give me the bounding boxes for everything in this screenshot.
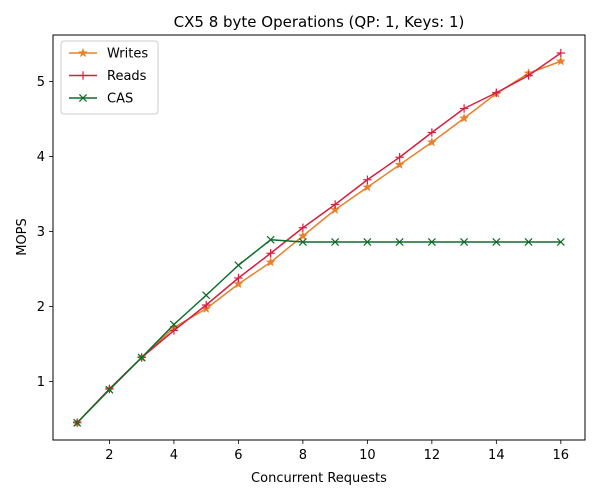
data-point-writes <box>427 137 437 147</box>
data-point-reads <box>330 200 340 209</box>
data-point-cas <box>363 237 372 247</box>
data-point-reads <box>459 104 469 113</box>
data-point-cas <box>169 320 178 329</box>
data-point-cas <box>105 385 114 394</box>
data-point-reads <box>427 128 437 137</box>
legend-item-reads: Reads <box>69 69 147 84</box>
data-point-cas <box>460 237 469 247</box>
data-point-writes <box>394 159 405 169</box>
x-tick-label: 14 <box>488 448 505 463</box>
data-point-writes <box>298 230 308 241</box>
legend-item-writes: Writes <box>69 47 148 62</box>
data-point-writes <box>265 257 276 267</box>
data-point-reads <box>201 300 211 310</box>
legend-label-reads: Reads <box>107 69 147 84</box>
data-point-reads <box>234 273 243 283</box>
legend: Writes Reads CAS <box>60 40 159 115</box>
data-point-cas <box>492 237 501 247</box>
series-line-cas <box>76 239 561 424</box>
legend-marker-reads <box>78 71 88 80</box>
data-point-cas <box>234 261 243 270</box>
series-reads <box>72 48 566 427</box>
y-axis-label: MOPS <box>15 218 30 256</box>
data-point-cas <box>427 237 436 247</box>
data-point-reads <box>492 88 501 97</box>
series-line-writes <box>76 60 562 424</box>
chart-title: CX5 8 byte Operations (QP: 1, Keys: 1) <box>174 13 465 31</box>
data-point-cas <box>331 237 340 247</box>
data-point-reads <box>298 223 308 232</box>
data-point-cas <box>524 237 533 247</box>
legend-marker-writes <box>78 47 88 58</box>
x-tick-label: 10 <box>359 448 376 463</box>
x-axis-ticks: 2 4 6 8 10 12 14 16 <box>105 440 569 463</box>
data-point-writes <box>233 278 244 289</box>
data-point-writes <box>459 113 469 123</box>
y-tick-label: 3 <box>37 225 45 240</box>
data-point-cas <box>137 353 146 362</box>
data-point-reads <box>556 48 566 58</box>
legend-label-writes: Writes <box>107 47 148 62</box>
data-point-cas <box>266 235 275 244</box>
data-point-reads <box>395 153 404 162</box>
y-tick-label: 1 <box>37 375 45 390</box>
x-tick-label: 6 <box>234 448 242 463</box>
y-tick-label: 5 <box>37 75 45 90</box>
x-tick-label: 4 <box>170 448 178 463</box>
x-tick-label: 16 <box>553 448 570 463</box>
legend-label-cas: CAS <box>107 92 133 107</box>
data-point-writes <box>556 56 566 66</box>
x-axis-label: Concurrent Requests <box>251 471 387 486</box>
y-axis-ticks: 1 2 3 4 5 <box>37 75 53 390</box>
series-cas <box>73 235 565 427</box>
legend-marker-cas <box>78 93 88 103</box>
data-point-writes <box>330 204 340 214</box>
plot-frame <box>52 34 586 441</box>
y-tick-label: 4 <box>37 150 45 165</box>
x-tick-label: 2 <box>105 448 113 463</box>
data-point-cas <box>298 237 307 247</box>
series-line-reads <box>76 52 562 424</box>
x-tick-label: 8 <box>299 448 307 463</box>
x-tick-label: 12 <box>424 448 441 463</box>
data-point-reads <box>169 326 179 335</box>
data-point-writes <box>362 182 373 192</box>
data-point-reads <box>363 175 372 184</box>
data-point-reads <box>266 249 275 258</box>
data-point-cas <box>202 291 211 300</box>
data-point-cas <box>73 418 82 427</box>
data-point-reads <box>524 71 533 80</box>
plot-area <box>72 48 566 427</box>
data-point-cas <box>395 237 404 247</box>
y-tick-label: 2 <box>37 300 45 315</box>
data-point-cas <box>556 237 565 247</box>
legend-item-cas: CAS <box>69 92 133 107</box>
